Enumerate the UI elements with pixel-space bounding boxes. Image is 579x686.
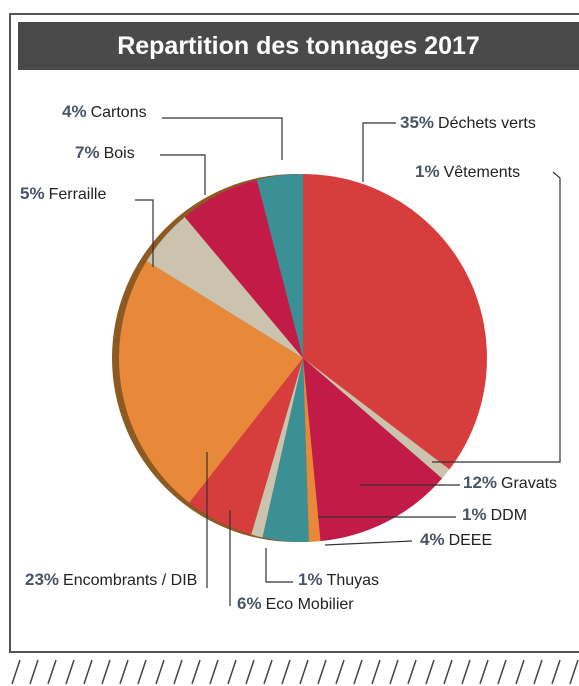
category-label: Bois: [103, 145, 135, 162]
category-label: Cartons: [90, 104, 147, 121]
slice: [262, 358, 309, 542]
value-label: 12%: [463, 473, 498, 492]
slice-label: 7% Bois: [75, 144, 135, 163]
category-label: Vêtements: [443, 164, 521, 181]
slice-label: 4% Cartons: [62, 103, 147, 122]
value-label: 4%: [62, 102, 87, 121]
value-label: 1%: [298, 570, 323, 589]
slice: [184, 179, 303, 358]
slice-label: 6% Eco Mobilier: [237, 595, 354, 614]
slice-label: 1% Vêtements: [415, 163, 520, 182]
value-label: 23%: [25, 570, 60, 589]
category-label: Thuyas: [326, 572, 380, 589]
category-label: Eco Mobilier: [265, 596, 354, 613]
slice: [256, 174, 303, 358]
value-label: 1%: [462, 505, 487, 524]
value-label: 5%: [20, 184, 45, 203]
category-label: Encombrants / DIB: [63, 572, 198, 589]
value-label: 6%: [237, 594, 262, 613]
value-label: 35%: [400, 113, 435, 132]
slice: [303, 174, 487, 470]
slice: [303, 358, 321, 542]
slice: [251, 358, 303, 538]
slice: [146, 217, 303, 358]
slice: [189, 358, 303, 535]
value-label: 1%: [415, 162, 440, 181]
slice-label: 4% DEEE: [420, 531, 492, 550]
slice-label: 1% Thuyas: [298, 571, 379, 590]
category-label: Déchets verts: [438, 115, 536, 132]
category-label: DDM: [490, 507, 528, 524]
category-label: Gravats: [501, 475, 558, 492]
slice-label: 5% Ferraille: [20, 185, 106, 204]
value-label: 7%: [75, 143, 100, 162]
slice: [119, 260, 303, 503]
category-label: DEEE: [448, 532, 493, 549]
category-label: Ferraille: [48, 186, 107, 203]
chart-title: Repartition des tonnages 2017: [18, 22, 579, 70]
slice-label: 12% Gravats: [463, 474, 557, 493]
slice: [303, 358, 443, 542]
slice: [303, 358, 450, 479]
slice-label: 1% DDM: [462, 506, 527, 525]
hatch: [11, 659, 579, 685]
slice-label: 35% Déchets verts: [400, 114, 536, 133]
pie: [119, 174, 487, 542]
slice-label: 23% Encombrants / DIB: [25, 571, 215, 590]
value-label: 4%: [420, 530, 445, 549]
leader-lines: [135, 117, 561, 606]
